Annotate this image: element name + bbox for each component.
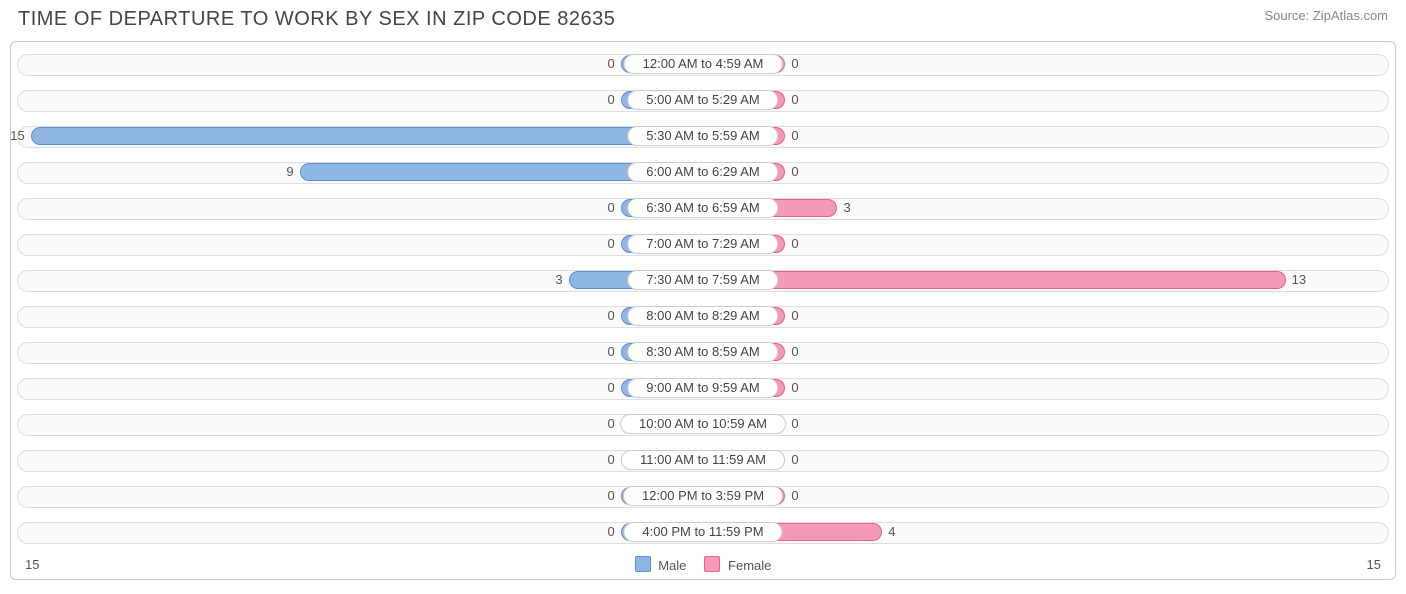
value-male: 0 [607, 523, 614, 541]
value-female: 0 [791, 127, 798, 145]
value-male: 0 [607, 307, 614, 325]
chart-footer: 15 Male Female 15 [17, 554, 1389, 573]
value-female: 0 [791, 379, 798, 397]
chart-row: 1505:30 AM to 5:59 AM [17, 122, 1389, 150]
value-male: 0 [607, 55, 614, 73]
chart-row: 0 0 9:00 AM to 9:59 AM [17, 374, 1389, 402]
chart-row: 0 0 7:00 AM to 7:29 AM [17, 230, 1389, 258]
row-label: 6:30 AM to 6:59 AM [627, 198, 778, 218]
axis-max-left: 15 [25, 557, 39, 572]
row-label: 4:00 PM to 11:59 PM [623, 522, 782, 542]
row-label: 7:00 AM to 7:29 AM [627, 234, 778, 254]
row-label: 8:00 AM to 8:29 AM [627, 306, 778, 326]
row-label: 7:30 AM to 7:59 AM [627, 270, 778, 290]
chart-row: 9 0 6:00 AM to 6:29 AM [17, 158, 1389, 186]
chart-legend: Male Female [635, 556, 772, 573]
value-female: 0 [791, 163, 798, 181]
value-male: 0 [607, 487, 614, 505]
chart-row: 0 4 4:00 PM to 11:59 PM [17, 518, 1389, 546]
value-female: 3 [843, 199, 850, 217]
value-female: 0 [791, 91, 798, 109]
legend-item-female: Female [704, 556, 771, 573]
row-label: 5:00 AM to 5:29 AM [627, 90, 778, 110]
chart-row: 0 0 12:00 AM to 4:59 AM [17, 50, 1389, 78]
value-female: 0 [791, 415, 798, 433]
row-label: 5:30 AM to 5:59 AM [627, 126, 778, 146]
chart-source: Source: ZipAtlas.com [1264, 8, 1388, 23]
value-male: 0 [607, 379, 614, 397]
value-female: 0 [791, 343, 798, 361]
value-female: 0 [791, 55, 798, 73]
row-label: 8:30 AM to 8:59 AM [627, 342, 778, 362]
value-male: 0 [607, 91, 614, 109]
value-female: 0 [791, 307, 798, 325]
legend-label-female: Female [728, 558, 771, 573]
chart-body: 0 0 12:00 AM to 4:59 AM 0 0 5:00 AM to 5:29 A… [10, 41, 1396, 580]
value-male: 15 [10, 127, 24, 145]
chart-row: 0 0 10:00 AM to 10:59 AM [17, 410, 1389, 438]
bar-female [703, 271, 1286, 289]
value-male: 9 [286, 163, 293, 181]
row-label: 12:00 AM to 4:59 AM [624, 54, 783, 74]
value-male: 0 [607, 451, 614, 469]
axis-max-right: 15 [1367, 557, 1381, 572]
chart-row: 0 0 12:00 PM to 3:59 PM [17, 482, 1389, 510]
row-label: 9:00 AM to 9:59 AM [627, 378, 778, 398]
value-female: 0 [791, 487, 798, 505]
row-label: 10:00 AM to 10:59 AM [620, 414, 786, 434]
value-female: 0 [791, 235, 798, 253]
chart-row: 0 0 5:00 AM to 5:29 AM [17, 86, 1389, 114]
legend-item-male: Male [635, 556, 687, 573]
value-male: 0 [607, 235, 614, 253]
chart-row: 0 0 8:00 AM to 8:29 AM [17, 302, 1389, 330]
row-label: 6:00 AM to 6:29 AM [627, 162, 778, 182]
value-male: 0 [607, 415, 614, 433]
bar-male [31, 127, 703, 145]
value-female: 13 [1292, 271, 1306, 289]
legend-label-male: Male [658, 558, 686, 573]
chart-container: TIME OF DEPARTURE TO WORK BY SEX IN ZIP … [0, 0, 1406, 594]
chart-row: 3 13 7:30 AM to 7:59 AM [17, 266, 1389, 294]
legend-swatch-female [704, 556, 720, 572]
chart-row: 0 0 8:30 AM to 8:59 AM [17, 338, 1389, 366]
chart-header: TIME OF DEPARTURE TO WORK BY SEX IN ZIP … [0, 0, 1406, 35]
value-female: 4 [888, 523, 895, 541]
value-male: 3 [555, 271, 562, 289]
chart-title: TIME OF DEPARTURE TO WORK BY SEX IN ZIP … [18, 8, 615, 31]
chart-row: 0 3 6:30 AM to 6:59 AM [17, 194, 1389, 222]
value-female: 0 [791, 451, 798, 469]
row-label: 12:00 PM to 3:59 PM [623, 486, 783, 506]
chart-row: 0 0 11:00 AM to 11:59 AM [17, 446, 1389, 474]
value-male: 0 [607, 343, 614, 361]
value-male: 0 [607, 199, 614, 217]
legend-swatch-male [635, 556, 651, 572]
row-label: 11:00 AM to 11:59 AM [621, 450, 785, 470]
